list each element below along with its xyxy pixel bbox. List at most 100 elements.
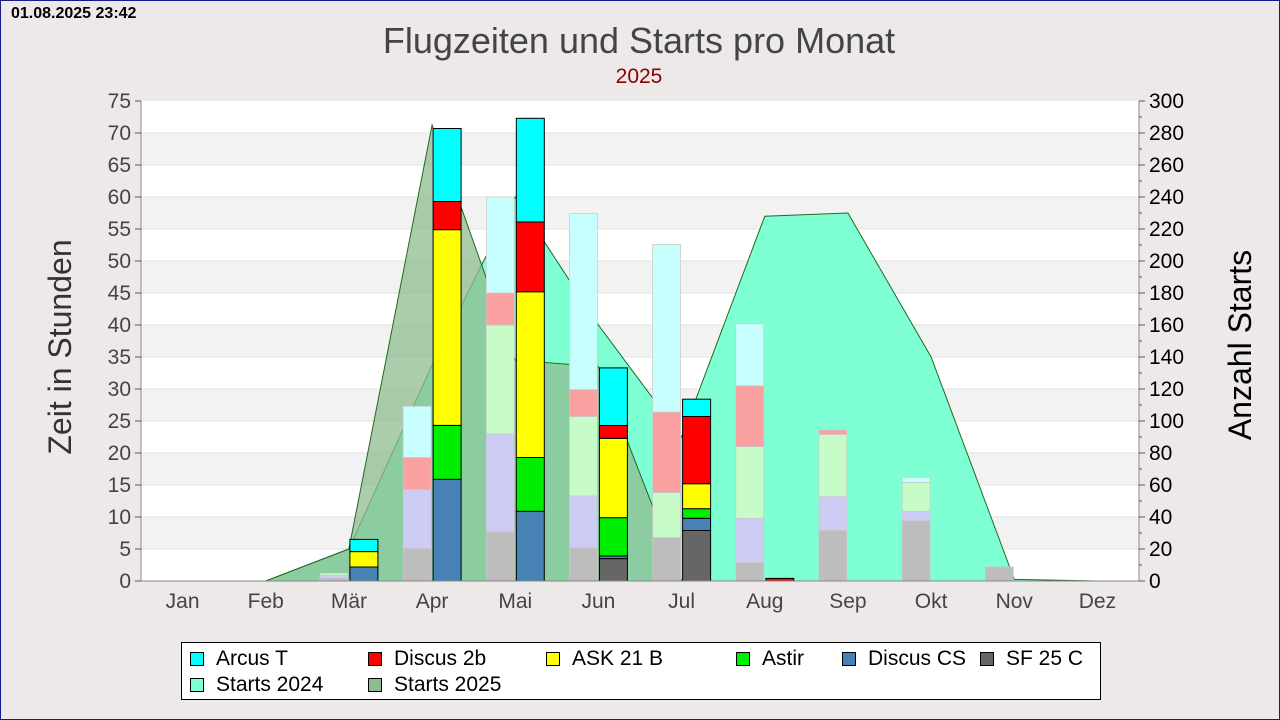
bar-2024-discus-cs-aug	[735, 517, 765, 563]
x-tick-label: Mai	[498, 590, 532, 613]
legend-swatch	[546, 652, 560, 666]
x-tick-label: Feb	[248, 590, 284, 613]
legend-swatch	[736, 652, 750, 666]
bar-2024-discus-2b-mai	[485, 292, 515, 326]
bar-2025-astir-mai	[515, 457, 545, 512]
y-axis-label: Zeit in Stunden	[42, 239, 78, 454]
y-tick-label: 10	[108, 506, 131, 529]
bar-2025-arcus-t-jun	[598, 367, 628, 426]
bar-2025-sf-25-c-jun	[598, 558, 628, 582]
bar-2024-sf-25-c-jul	[652, 537, 681, 582]
chart-subtitle: 2025	[616, 65, 663, 88]
y-tick-label: 60	[108, 186, 131, 209]
legend-swatch	[190, 652, 204, 666]
bar-2025-ask-21-b-jun	[598, 437, 628, 519]
x-tick-label: Nov	[996, 590, 1034, 613]
y2-tick-label: 80	[1149, 442, 1172, 465]
legend-label: Discus 2b	[394, 647, 487, 670]
timestamp: 01.08.2025 23:42	[11, 5, 137, 22]
y2-tick-label: 140	[1149, 346, 1184, 369]
legend-label: Arcus T	[216, 647, 288, 670]
bar-2024-discus-2b-jul	[652, 411, 681, 493]
bar-2024-sf-25-c-apr	[402, 548, 432, 582]
grid-band	[141, 197, 1139, 229]
bar-2025-arcus-t-mär	[349, 538, 379, 553]
legend-label: Starts 2024	[216, 673, 324, 696]
grid-band	[141, 261, 1139, 293]
grid-band	[141, 325, 1139, 357]
bar-2025-astir-jun	[598, 517, 628, 557]
bar-2025-discus-2b-jun	[598, 425, 628, 439]
y-tick-label: 70	[108, 122, 131, 145]
bar-2025-arcus-t-mai	[515, 117, 545, 223]
bar-2024-astir-mär	[319, 572, 349, 576]
x-tick-label: Jan	[166, 590, 200, 613]
y2-tick-label: 300	[1149, 90, 1184, 113]
y-tick-label: 55	[108, 218, 131, 241]
y2-tick-label: 280	[1149, 122, 1184, 145]
bar-2024-discus-cs-sep	[818, 496, 848, 531]
y2-tick-label: 0	[1149, 570, 1161, 593]
bar-2025-discus-2b-jul	[682, 416, 712, 485]
x-tick-label: Aug	[746, 590, 783, 613]
bar-2024-discus-2b-jun	[569, 389, 598, 417]
bar-2025-ask-21-b-mai	[515, 291, 545, 459]
y-tick-label: 15	[108, 474, 131, 497]
bar-2024-sf-25-c-aug	[735, 562, 765, 582]
legend-swatch	[368, 652, 382, 666]
legend-swatch	[190, 678, 204, 692]
y2-tick-label: 100	[1149, 410, 1184, 433]
y2-tick-label: 200	[1149, 250, 1184, 273]
bar-2024-arcus-t-apr	[402, 405, 432, 458]
x-tick-label: Okt	[915, 590, 948, 613]
y2-tick-label: 240	[1149, 186, 1184, 209]
bar-2025-ask-21-b-apr	[432, 229, 462, 426]
grid-band	[141, 133, 1139, 165]
bar-2025-discus-2b-apr	[432, 201, 462, 231]
y-tick-label: 35	[108, 346, 131, 369]
bar-2024-astir-jul	[652, 492, 681, 538]
bar-2025-discus-2b-mai	[515, 221, 545, 293]
legend: Arcus T Discus 2b ASK 21 B Astir Discus CS SF…	[181, 642, 1101, 700]
legend-label: Astir	[762, 647, 804, 670]
bar-2024-arcus-t-mai	[485, 196, 515, 294]
bar-2024-astir-okt	[901, 482, 931, 512]
bar-2025-discus-cs-mai	[515, 510, 545, 582]
y-tick-label: 5	[119, 538, 131, 561]
x-tick-label: Dez	[1079, 590, 1116, 613]
x-tick-label: Mär	[331, 590, 367, 613]
y-tick-label: 40	[108, 314, 131, 337]
bar-2025-arcus-t-apr	[432, 128, 462, 202]
bar-2024-arcus-t-okt	[901, 476, 931, 483]
y-tick-label: 50	[108, 250, 131, 273]
y-tick-label: 0	[119, 570, 131, 593]
y-tick-label: 30	[108, 378, 131, 401]
y2-tick-label: 120	[1149, 378, 1184, 401]
legend-label: Starts 2025	[394, 673, 502, 696]
x-tick-label: Jun	[581, 590, 615, 613]
x-tick-label: Jul	[668, 590, 695, 613]
bar-2024-sf-25-c-okt	[901, 520, 931, 582]
y2-tick-label: 160	[1149, 314, 1184, 337]
x-tick-label: Sep	[829, 590, 866, 613]
y2-tick-label: 260	[1149, 154, 1184, 177]
bar-2024-astir-mai	[485, 324, 515, 435]
legend-swatch	[980, 652, 994, 666]
y-tick-label: 45	[108, 282, 131, 305]
bar-2024-astir-aug	[735, 446, 765, 519]
bar-2024-discus-2b-sep	[818, 429, 848, 435]
bar-2024-discus-cs-mär	[319, 574, 349, 579]
y2-tick-label: 40	[1149, 506, 1172, 529]
bar-2024-sf-25-c-nov	[984, 566, 1014, 582]
bar-2024-arcus-t-jul	[652, 244, 681, 413]
bar-2025-astir-apr	[432, 425, 462, 480]
bar-2024-discus-cs-apr	[402, 489, 432, 549]
chart-title: Flugzeiten und Starts pro Monat	[383, 20, 895, 61]
y-tick-label: 65	[108, 154, 131, 177]
bar-2024-arcus-t-jun	[569, 213, 598, 390]
x-tick-label: Apr	[416, 590, 449, 613]
y-tick-label: 75	[108, 90, 131, 113]
bar-2024-arcus-t-aug	[735, 323, 765, 387]
